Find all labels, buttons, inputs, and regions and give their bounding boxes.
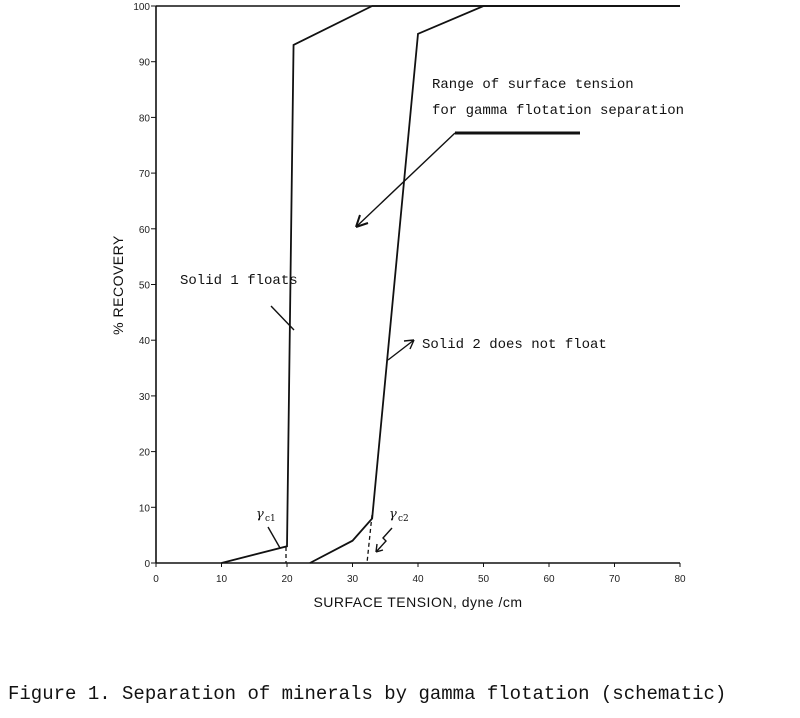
y-tick-label: 70 [139,169,151,180]
x-tick-label: 50 [478,574,490,585]
gamma-c2-sub: c2 [398,514,409,524]
y-ticks: 0 10 20 30 40 50 60 70 80 90 100 [133,2,156,570]
series-line-2 [309,5,680,564]
gamma-c1-sub: c1 [265,514,276,524]
series-layer [221,5,680,564]
solid1-pointer [270,305,295,331]
gamma-c2-symbol: γ [389,507,397,522]
y-tick-label: 0 [144,559,150,570]
range-label-line1: Range of surface tension [432,77,634,93]
range-arrow-shaft [355,132,456,228]
y-tick-label: 100 [133,2,150,13]
x-tick-label: 40 [412,574,424,585]
x-tick-label: 0 [153,574,159,585]
x-tick-label: 20 [281,574,293,585]
y-tick-label: 10 [139,503,151,514]
y-tick-label: 40 [139,336,151,347]
gamma-c2-dash [366,514,373,564]
y-tick-label: 80 [139,113,151,124]
y-tick-label: 30 [139,392,151,403]
solid2-label: Solid 2 does not float [422,337,607,353]
x-tick-label: 70 [609,574,621,585]
x-tick-label: 10 [216,574,228,585]
y-tick-label: 90 [139,58,151,69]
y-tick-label: 50 [139,281,151,292]
y-axis-title: % RECOVERY [110,235,126,335]
chart: 0 10 20 30 40 50 60 70 80 0 10 20 30 40 50 60 70 80 90 100… [110,2,686,610]
x-tick-label: 60 [543,574,555,585]
gamma-c1-pointer [267,526,281,549]
solid2-arrow-head [403,339,415,350]
range-label-line2: for gamma flotation separation [432,103,684,119]
y-tick-label: 20 [139,448,151,459]
x-tick-label: 30 [347,574,359,585]
x-ticks: 0 10 20 30 40 50 60 70 80 [153,563,686,585]
series-line-1 [221,5,680,564]
gamma-c1-symbol: γ [256,507,264,522]
solid2-pointer [387,339,415,361]
gamma-c2-arrow-head [375,543,384,553]
gamma-c2-pointer [375,527,393,553]
x-tick-label: 80 [674,574,686,585]
x-axis-title: SURFACE TENSION, dyne /cm [313,594,522,610]
range-arrow-head [355,214,369,228]
y-tick-label: 60 [139,225,151,236]
solid1-label: Solid 1 floats [180,273,298,289]
figure-caption: Figure 1. Separation of minerals by gamm… [8,683,727,705]
